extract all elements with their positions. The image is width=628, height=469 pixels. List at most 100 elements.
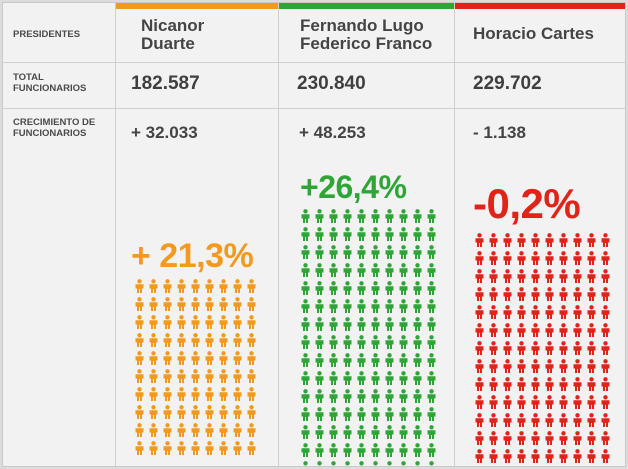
person-icon <box>489 287 498 301</box>
percent-cartes: -0,2% <box>473 180 581 227</box>
person-icon <box>559 269 568 283</box>
people-grid-cartes <box>474 233 611 463</box>
person-icon <box>329 353 338 367</box>
person-icon <box>545 413 554 427</box>
person-icon <box>301 245 310 259</box>
person-icon <box>331 461 336 466</box>
person-icon <box>587 233 596 247</box>
person-icon <box>247 351 256 365</box>
person-icon <box>517 395 526 409</box>
person-icon <box>401 461 406 466</box>
person-icon <box>315 371 324 385</box>
person-icon <box>503 431 512 445</box>
person-icon <box>503 323 512 337</box>
person-icon <box>301 209 310 223</box>
person-icon <box>219 297 228 311</box>
person-icon <box>573 359 582 373</box>
person-icon <box>587 323 596 337</box>
person-icon <box>517 287 526 301</box>
person-icon <box>301 389 310 403</box>
person-icon <box>413 389 422 403</box>
person-icon <box>343 443 352 457</box>
person-icon <box>233 423 242 437</box>
person-icon <box>343 263 352 277</box>
person-icon <box>503 287 512 301</box>
person-icon <box>315 281 324 295</box>
person-icon <box>427 281 436 295</box>
person-icon <box>205 387 214 401</box>
person-icon <box>371 389 380 403</box>
person-icon <box>177 387 186 401</box>
person-icon <box>219 441 228 455</box>
person-icon <box>587 395 596 409</box>
person-icon <box>301 299 310 313</box>
label-presidentes: PRESIDENTES <box>13 29 81 40</box>
person-icon <box>385 281 394 295</box>
person-icon <box>177 423 186 437</box>
divider-v1 <box>115 3 116 466</box>
person-icon <box>385 209 394 223</box>
person-icon <box>475 377 484 391</box>
total-cartes: 229.702 <box>473 73 542 94</box>
person-icon <box>149 297 158 311</box>
person-icon <box>329 407 338 421</box>
person-icon <box>545 431 554 445</box>
person-icon <box>357 245 366 259</box>
person-icon <box>531 449 540 463</box>
person-icon <box>177 369 186 383</box>
person-icon <box>149 441 158 455</box>
person-icon <box>601 413 610 427</box>
person-icon <box>329 425 338 439</box>
person-icon <box>385 245 394 259</box>
person-icon <box>219 351 228 365</box>
person-icon <box>385 227 394 241</box>
person-icon <box>427 227 436 241</box>
person-icon <box>427 371 436 385</box>
person-icon <box>573 413 582 427</box>
person-icon <box>301 281 310 295</box>
person-icon <box>517 413 526 427</box>
person-icon <box>559 233 568 247</box>
person-icon <box>135 423 144 437</box>
person-icon <box>247 315 256 329</box>
person-icon <box>371 227 380 241</box>
person-icon <box>517 251 526 265</box>
person-icon <box>489 323 498 337</box>
person-icon <box>163 297 172 311</box>
person-icon <box>315 227 324 241</box>
person-icon <box>573 341 582 355</box>
person-icon <box>191 423 200 437</box>
person-icon <box>247 369 256 383</box>
person-icon <box>385 299 394 313</box>
person-icon <box>205 297 214 311</box>
person-icon <box>415 461 420 466</box>
person-icon <box>357 443 366 457</box>
total-lugo: 230.840 <box>297 73 366 94</box>
person-icon <box>385 443 394 457</box>
person-icon <box>247 423 256 437</box>
person-icon <box>371 371 380 385</box>
percent-lugo: +26,4% <box>300 169 407 205</box>
person-icon <box>475 287 484 301</box>
person-icon <box>205 333 214 347</box>
person-icon <box>559 395 568 409</box>
person-icon <box>301 263 310 277</box>
person-icon <box>475 449 484 463</box>
person-icon <box>545 341 554 355</box>
person-icon <box>177 441 186 455</box>
person-icon <box>315 389 324 403</box>
person-icon <box>371 245 380 259</box>
person-icon <box>177 351 186 365</box>
person-icon <box>329 245 338 259</box>
person-icon <box>531 413 540 427</box>
person-icon <box>301 407 310 421</box>
person-icon <box>427 317 436 331</box>
person-icon <box>399 245 408 259</box>
person-icon <box>135 315 144 329</box>
person-icon <box>163 423 172 437</box>
person-icon <box>315 245 324 259</box>
person-icon <box>545 323 554 337</box>
person-icon <box>559 305 568 319</box>
person-icon <box>503 449 512 463</box>
percent-duarte: + 21,3% <box>131 237 254 275</box>
